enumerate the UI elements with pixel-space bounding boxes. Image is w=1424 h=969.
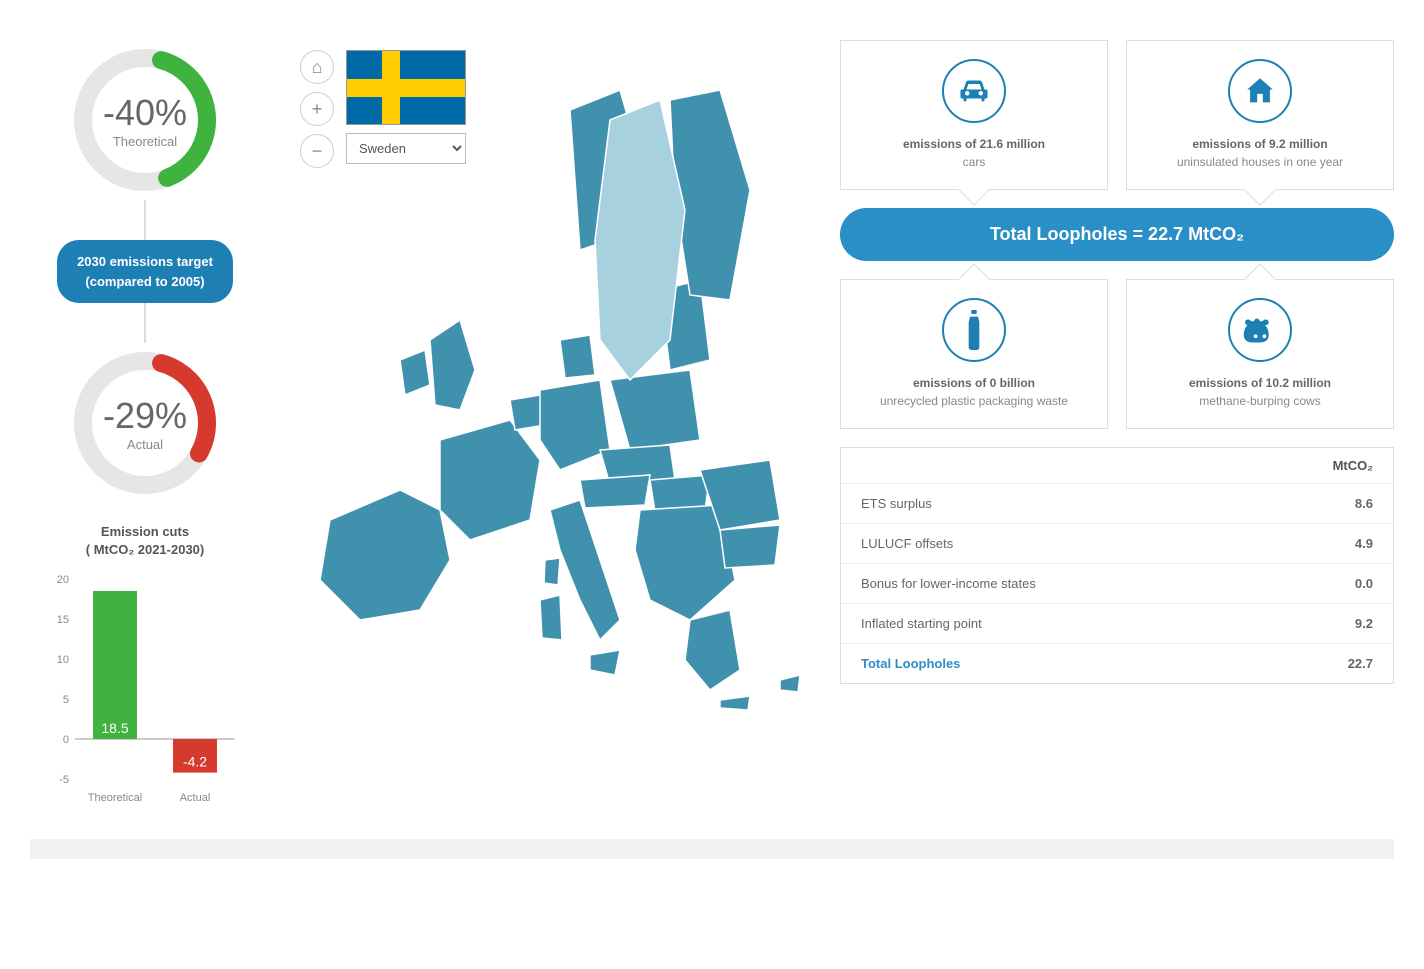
card-bottle-line2: unrecycled plastic packaging waste xyxy=(880,394,1068,408)
card-houses-line1: emissions of 9.2 million xyxy=(1192,137,1327,151)
map-zoom-out-button[interactable]: − xyxy=(300,134,334,168)
map-zoom-in-button[interactable]: + xyxy=(300,92,334,126)
map-home-button[interactable]: ⌂ xyxy=(300,50,334,84)
house-icon xyxy=(1228,59,1292,123)
svg-text:10: 10 xyxy=(57,654,69,666)
country-france[interactable] xyxy=(440,420,540,540)
donut-actual-label: Actual xyxy=(103,437,187,452)
country-sicily[interactable] xyxy=(590,650,620,675)
country-austria[interactable] xyxy=(580,475,650,508)
card-cars-line1: emissions of 21.6 million xyxy=(903,137,1045,151)
country-select[interactable]: Sweden xyxy=(346,133,466,164)
card-bottle: emissions of 0 billion unrecycled plasti… xyxy=(840,279,1108,429)
table-header: MtCO₂ xyxy=(841,448,1393,483)
donut-theoretical-label: Theoretical xyxy=(103,134,187,149)
card-cow-line2: methane-burping cows xyxy=(1199,394,1320,408)
connector-line xyxy=(144,303,146,343)
svg-text:20: 20 xyxy=(57,574,69,586)
table-row: ETS surplus8.6 xyxy=(841,483,1393,523)
left-column: -40% Theoretical 2030 emissions target (… xyxy=(30,40,260,809)
map-column: ⌂ + − Sweden xyxy=(290,40,810,809)
total-loopholes-bar: Total Loopholes = 22.7 MtCO₂ xyxy=(840,208,1394,261)
donut-actual: -29% Actual xyxy=(65,343,225,503)
card-cow-line1: emissions of 10.2 million xyxy=(1189,376,1331,390)
country-cyprus[interactable] xyxy=(780,675,800,692)
country-uk[interactable] xyxy=(430,320,475,410)
svg-text:0: 0 xyxy=(63,734,69,746)
country-denmark[interactable] xyxy=(560,335,595,378)
car-icon xyxy=(942,59,1006,123)
country-flag-icon xyxy=(346,50,466,125)
card-bottle-line1: emissions of 0 billion xyxy=(913,376,1035,390)
loopholes-table: MtCO₂ ETS surplus8.6LULUCF offsets4.9Bon… xyxy=(840,447,1394,684)
svg-text:15: 15 xyxy=(57,614,69,626)
table-row: Inflated starting point9.2 xyxy=(841,603,1393,643)
card-cars: emissions of 21.6 million cars xyxy=(840,40,1108,190)
country-ireland[interactable] xyxy=(400,350,430,395)
country-iberia[interactable] xyxy=(320,490,450,620)
donut-theoretical: -40% Theoretical xyxy=(65,40,225,200)
country-crete[interactable] xyxy=(720,696,750,710)
donut-theoretical-value: -40% xyxy=(103,92,187,134)
table-row: Bonus for lower-income states0.0 xyxy=(841,563,1393,603)
emission-cuts-bar-chart: -5 0 5 10 15 20 18.5 Theoretical -4.2 Actual xyxy=(45,569,245,809)
right-column: emissions of 21.6 million cars emissions… xyxy=(840,40,1394,809)
card-houses-line2: uninsulated houses in one year xyxy=(1177,155,1343,169)
card-houses: emissions of 9.2 million uninsulated hou… xyxy=(1126,40,1394,190)
country-corsica[interactable] xyxy=(544,558,560,585)
donut-actual-value: -29% xyxy=(103,395,187,437)
map-controls: ⌂ + − Sweden xyxy=(300,50,466,168)
country-greece[interactable] xyxy=(685,610,740,690)
svg-text:Theoretical: Theoretical xyxy=(88,792,142,804)
bottle-icon xyxy=(942,298,1006,362)
target-pill: 2030 emissions target (compared to 2005) xyxy=(57,240,233,303)
bar-chart-title: Emission cuts ( MtCO₂ 2021-2030) xyxy=(86,523,205,559)
dashboard: -40% Theoretical 2030 emissions target (… xyxy=(30,40,1394,809)
connector-line xyxy=(144,200,146,240)
svg-text:18.5: 18.5 xyxy=(101,720,128,736)
card-cow: emissions of 10.2 million methane-burpin… xyxy=(1126,279,1394,429)
svg-text:5: 5 xyxy=(63,694,69,706)
svg-text:Actual: Actual xyxy=(180,792,211,804)
cow-icon xyxy=(1228,298,1292,362)
country-sardinia[interactable] xyxy=(540,595,562,640)
target-pill-line1: 2030 emissions target xyxy=(77,252,213,272)
card-cars-line2: cars xyxy=(963,155,986,169)
country-poland[interactable] xyxy=(610,370,700,450)
country-germany[interactable] xyxy=(540,380,610,470)
country-bulgaria[interactable] xyxy=(720,525,780,568)
table-row: LULUCF offsets4.9 xyxy=(841,523,1393,563)
footer-strip xyxy=(30,839,1394,859)
table-row-total: Total Loopholes 22.7 xyxy=(841,643,1393,683)
target-pill-line2: (compared to 2005) xyxy=(77,272,213,292)
svg-text:-4.2: -4.2 xyxy=(183,754,207,770)
svg-text:-5: -5 xyxy=(59,774,69,786)
